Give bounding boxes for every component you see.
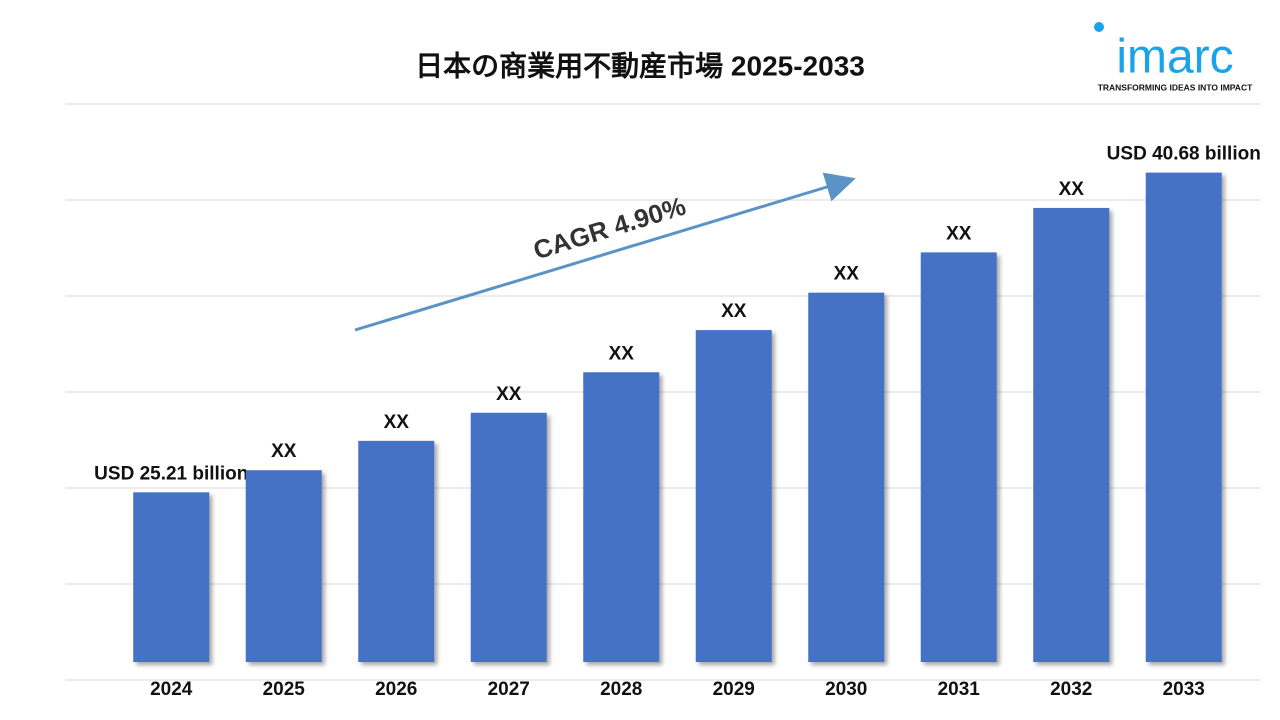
logo: imarc TRANSFORMING IDEAS INTO IMPACT bbox=[1094, 22, 1253, 92]
x-tick-label: 2025 bbox=[263, 679, 306, 700]
data-label: XX bbox=[384, 412, 410, 433]
bar bbox=[920, 252, 997, 663]
x-tick-label: 2024 bbox=[150, 679, 193, 700]
logo-dot bbox=[1094, 22, 1104, 32]
bar bbox=[1145, 172, 1222, 662]
x-tick-label: 2028 bbox=[600, 679, 642, 700]
chart-title: 日本の商業用不動産市場 2025-2033 bbox=[415, 49, 865, 81]
data-label: XX bbox=[496, 384, 522, 405]
x-tick-label: 2032 bbox=[1050, 679, 1092, 700]
bar bbox=[470, 412, 547, 662]
logo-text: imarc bbox=[1116, 31, 1233, 84]
x-tick-label: 2026 bbox=[375, 679, 417, 700]
bar bbox=[695, 330, 772, 662]
x-tick-label: 2029 bbox=[713, 679, 755, 700]
data-label: XX bbox=[834, 264, 860, 285]
logo-tagline: TRANSFORMING IDEAS INTO IMPACT bbox=[1098, 82, 1253, 92]
x-tick-label: 2030 bbox=[825, 679, 867, 700]
bar bbox=[808, 292, 885, 662]
data-label: XX bbox=[609, 343, 635, 364]
bar bbox=[1033, 207, 1110, 662]
bar bbox=[133, 492, 210, 662]
bar bbox=[583, 372, 660, 662]
bar bbox=[358, 440, 435, 662]
bar bbox=[245, 470, 322, 662]
data-label: XX bbox=[721, 301, 747, 322]
x-tick-label: 2031 bbox=[938, 679, 981, 700]
cagr-arrow bbox=[354, 172, 856, 332]
data-label: XX bbox=[271, 441, 297, 462]
data-label: USD 25.21 billion bbox=[94, 463, 248, 484]
data-label: USD 40.68 billion bbox=[1107, 144, 1261, 165]
data-label: XX bbox=[1059, 179, 1085, 200]
data-label: XX bbox=[946, 223, 972, 244]
x-tick-label: 2027 bbox=[488, 679, 530, 700]
x-tick-label: 2033 bbox=[1163, 679, 1205, 700]
